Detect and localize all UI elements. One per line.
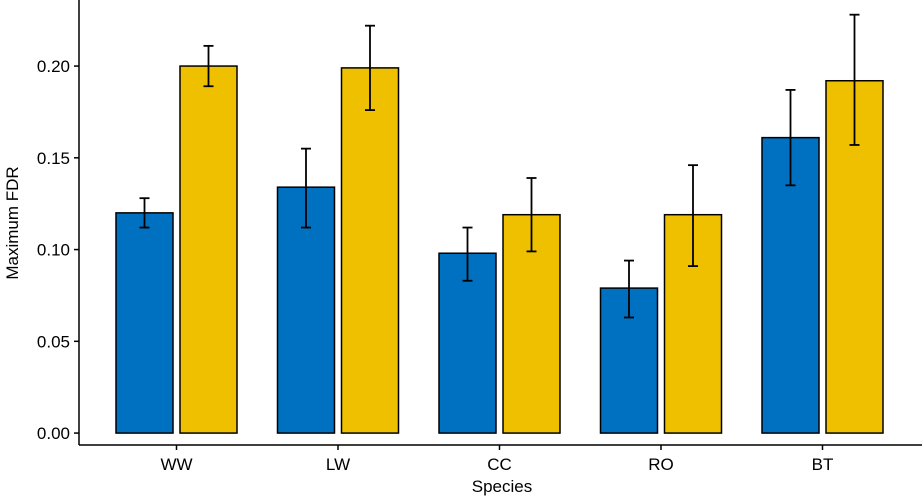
x-axis-title: Species	[472, 477, 532, 496]
x-tick-label: WW	[160, 455, 192, 474]
bar-ro-2	[663, 213, 723, 434]
error-bar-cc-1	[462, 226, 473, 282]
bar-cc-1	[438, 252, 497, 434]
y-axis-title: Maximum FDR	[3, 166, 22, 279]
error-bar-lw-1	[301, 147, 311, 229]
bar-ww-1	[115, 212, 174, 434]
error-bar-bt-2	[849, 13, 860, 146]
error-bar-cc-2	[526, 177, 537, 253]
error-bar-ww-1	[139, 197, 150, 229]
x-tick-label: RO	[648, 455, 674, 474]
error-bars-layer	[139, 13, 860, 319]
bars-layer	[115, 65, 884, 434]
bar-bt-1	[761, 136, 820, 434]
bar-ww-2	[179, 65, 238, 434]
bar-ro-1	[599, 287, 659, 434]
y-tick-label: 0.15	[37, 149, 70, 168]
bar-lw-2	[340, 67, 400, 434]
y-axis-ticks: 0.00 0.05 0.10 0.15 0.20	[37, 57, 79, 443]
y-tick-label: 0.20	[37, 57, 70, 76]
x-tick-label: CC	[487, 455, 512, 474]
error-bar-ww-2	[203, 44, 214, 88]
x-axis-ticks: WW LW CC RO BT	[160, 445, 833, 474]
error-bar-lw-2	[365, 24, 375, 112]
error-bar-ro-2	[688, 164, 698, 267]
x-tick-label: LW	[326, 455, 350, 474]
error-bar-ro-1	[624, 259, 634, 319]
y-tick-label: 0.05	[37, 332, 70, 351]
y-tick-label: 0.00	[37, 424, 70, 443]
x-tick-label: BT	[812, 455, 834, 474]
error-bar-bt-1	[785, 89, 796, 187]
y-tick-label: 0.10	[37, 241, 70, 260]
